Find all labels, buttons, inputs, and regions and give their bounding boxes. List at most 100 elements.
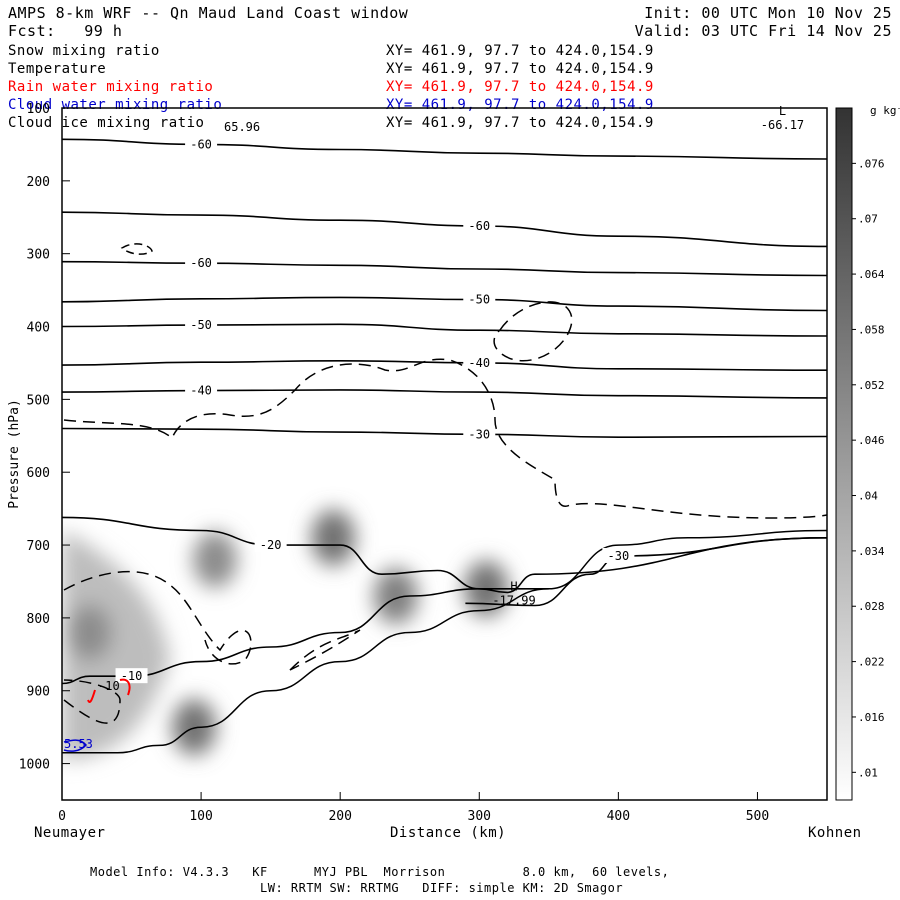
contour-label: -30 — [608, 549, 630, 563]
colorbar-tick-label: .076 — [858, 157, 885, 170]
y-tick-label: 800 — [27, 612, 50, 627]
valid-time: Valid: 03 UTC Fri 14 Nov 25 — [634, 22, 892, 40]
contour-label: -50 — [190, 318, 212, 332]
field-name: Temperature — [8, 61, 107, 77]
colorbar-tick-label: .046 — [858, 434, 885, 447]
colorbar-tick-label: .034 — [858, 545, 885, 558]
contour-label: -40 — [190, 384, 212, 398]
forecast-hour: Fcst: 99 h — [8, 22, 123, 40]
colorbar-tick-label: .064 — [858, 268, 885, 281]
contour-label-bg — [254, 537, 287, 553]
y-tick-label: 1000 — [19, 758, 50, 773]
contour-label: -10 — [121, 669, 143, 683]
cloud-water-contour — [63, 739, 87, 752]
plot-frame — [61, 107, 828, 801]
temperature-contour — [62, 359, 827, 371]
contour-label: -60 — [468, 219, 490, 233]
chart-title: AMPS 8-km WRF -- Qn Maud Land Coast wind… — [8, 4, 409, 22]
y-axis-label: Pressure (hPa) — [7, 399, 22, 509]
y-tick-label: 700 — [27, 539, 50, 554]
colorbar-tick-label: .07 — [858, 213, 878, 226]
field-xy-range: XY= 461.9, 97.7 to 424.0,154.9 — [386, 61, 654, 77]
x-tick-label: 200 — [328, 809, 351, 824]
temperature-contour — [62, 323, 827, 337]
contour-label: -40 — [468, 356, 490, 370]
extremum-marker: L — [779, 104, 786, 118]
cloud-ice-contour — [493, 301, 573, 362]
x-tick-label: 400 — [607, 809, 630, 824]
rain-water-contour — [87, 678, 131, 703]
temperature-contour — [62, 587, 549, 685]
y-tick-label: 500 — [27, 393, 50, 408]
temperature-contour — [62, 138, 827, 160]
x-endpoint-right: Kohnen — [808, 825, 862, 841]
temperature-contour — [62, 211, 827, 248]
terrain-profile — [62, 529, 827, 754]
cloud-ice-contour — [63, 570, 252, 665]
cloud-ice-contour — [120, 243, 153, 255]
model-physics: LW: RRTM SW: RRTMG DIFF: simple KM: 2D S… — [260, 881, 624, 895]
terrain-label: 65.96 — [224, 120, 260, 134]
snow-maximum — [311, 509, 356, 566]
contour-label-bg — [185, 382, 218, 398]
contour-label-bg — [463, 354, 496, 370]
y-tick-label: 900 — [27, 685, 50, 700]
x-endpoint-left: Neumayer — [34, 825, 106, 841]
init-time: Init: 00 UTC Mon 10 Nov 25 — [644, 4, 892, 22]
colorbar-tick-label: .04 — [858, 490, 878, 503]
y-tick-label: 100 — [27, 102, 50, 117]
snow-maximum — [373, 568, 418, 625]
field-name: Snow mixing ratio — [8, 43, 160, 59]
colorbar-unit: g kg⁻¹ — [870, 104, 900, 117]
contour-label: -30 — [468, 427, 490, 441]
colorbar-tick-label: .052 — [858, 379, 885, 392]
contour-label: -20 — [260, 538, 282, 552]
y-tick-label: 600 — [27, 466, 50, 481]
rain-label: -10 — [98, 679, 120, 693]
y-tick-label: 200 — [27, 175, 50, 190]
x-tick-label: 300 — [468, 809, 491, 824]
temperature-contour — [62, 427, 827, 439]
extremum-marker: H — [510, 580, 517, 594]
contour-label-bg — [185, 255, 218, 271]
colorbar — [835, 107, 853, 801]
snow-maximum — [172, 699, 217, 756]
field-name: Cloud ice mixing ratio — [8, 115, 205, 131]
contour-label-bg — [463, 291, 496, 307]
temperature-contour — [62, 260, 827, 277]
colorbar-tick-label: .016 — [858, 711, 885, 724]
cloud-ice-contour — [63, 358, 827, 519]
contour-label: -60 — [190, 137, 212, 151]
y-tick-label: 300 — [27, 248, 50, 263]
contour-label-bg — [463, 426, 496, 442]
colorbar-tick-label: .058 — [858, 323, 885, 336]
x-tick-label: 500 — [746, 809, 769, 824]
contour-label-bg — [185, 317, 218, 333]
field-xy-range: XY= 461.9, 97.7 to 424.0,154.9 — [386, 79, 654, 95]
colorbar-tick-label: .028 — [858, 600, 885, 613]
snow-maximum — [193, 531, 237, 588]
contour-label-bg — [185, 136, 218, 152]
temperature-contour — [62, 516, 827, 594]
snow-shading — [62, 509, 509, 760]
x-tick-label: 100 — [189, 809, 212, 824]
field-name: Rain water mixing ratio — [8, 79, 214, 95]
temperature-contour — [62, 296, 827, 312]
cloud-water-label: 5.53 — [64, 737, 93, 751]
contour-label: -60 — [190, 256, 212, 270]
model-info: Model Info: V4.3.3 KF MYJ PBL Morrison 8… — [90, 865, 670, 879]
temperature-contour — [465, 537, 827, 607]
contour-label-bg — [602, 547, 635, 563]
field-xy-range: XY= 461.9, 97.7 to 424.0,154.9 — [386, 43, 654, 59]
x-axis-label: Distance (km) — [390, 825, 507, 841]
x-tick-label: 0 — [58, 809, 66, 824]
contour-label-bg — [463, 218, 496, 234]
colorbar-tick-label: .022 — [858, 656, 885, 669]
temperature-contour — [62, 389, 827, 399]
contour-label: -50 — [468, 293, 490, 307]
colorbar-tick-label: .01 — [858, 766, 878, 779]
extremum-value: -66.17 — [761, 118, 804, 132]
y-tick-label: 400 — [27, 321, 50, 336]
snow-maximum — [67, 604, 112, 661]
